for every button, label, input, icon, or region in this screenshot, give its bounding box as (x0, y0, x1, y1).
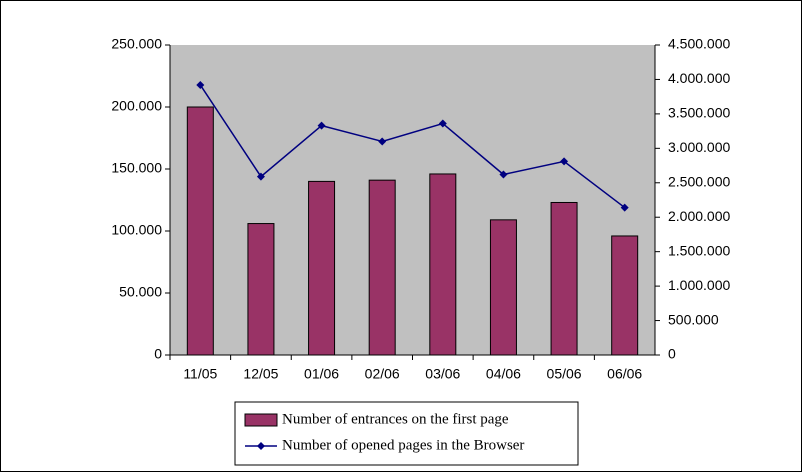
bar (429, 173, 457, 356)
marker (438, 119, 447, 128)
x-tick-label: 04/06 (486, 366, 521, 382)
y2-tick-label: 1.500.000 (668, 242, 730, 258)
bar (308, 180, 336, 356)
line (199, 84, 626, 209)
marker (620, 203, 629, 212)
bar (247, 223, 275, 356)
bar (611, 235, 639, 356)
bar (368, 179, 396, 356)
y-tick-label: 50.000 (119, 284, 162, 300)
legend-marker (257, 442, 265, 450)
y2-tick-label: 4.000.000 (668, 70, 730, 86)
x-tick-label: 02/06 (365, 366, 400, 382)
legend-label: Number of entrances on the first page (282, 411, 509, 427)
y-tick-label: 150.000 (111, 160, 162, 176)
y-tick-label: 0 (154, 346, 162, 362)
y2-tick-label: 0 (668, 346, 676, 362)
bar (550, 201, 578, 356)
marker (256, 172, 265, 181)
legend-box (234, 401, 579, 466)
y2-tick-label: 4.500.000 (668, 36, 730, 52)
marker (317, 121, 326, 130)
plot-area (170, 45, 655, 355)
y2-tick-label: 500.000 (668, 311, 719, 327)
x-tick-label: 01/06 (304, 366, 339, 382)
y-tick-label: 100.000 (111, 222, 162, 238)
y2-tick-label: 2.500.000 (668, 173, 730, 189)
marker (196, 80, 205, 89)
y2-tick-label: 2.000.000 (668, 208, 730, 224)
y2-tick-label: 1.000.000 (668, 277, 730, 293)
x-tick-label: 05/06 (547, 366, 582, 382)
bar (489, 219, 517, 356)
x-tick-label: 03/06 (425, 366, 460, 382)
y-tick-label: 200.000 (111, 98, 162, 114)
x-tick-label: 12/05 (243, 366, 278, 382)
marker (378, 137, 387, 146)
marker (560, 157, 569, 166)
bar (186, 106, 214, 356)
y2-tick-label: 3.500.000 (668, 105, 730, 121)
legend-label: Number of opened pages in the Browser (282, 437, 524, 453)
legend-swatch (244, 413, 278, 427)
x-tick-label: 11/05 (183, 366, 217, 382)
marker (499, 170, 508, 179)
y2-tick-label: 3.000.000 (668, 139, 730, 155)
y-tick-label: 250.000 (111, 36, 162, 52)
x-tick-label: 06/06 (607, 366, 642, 382)
